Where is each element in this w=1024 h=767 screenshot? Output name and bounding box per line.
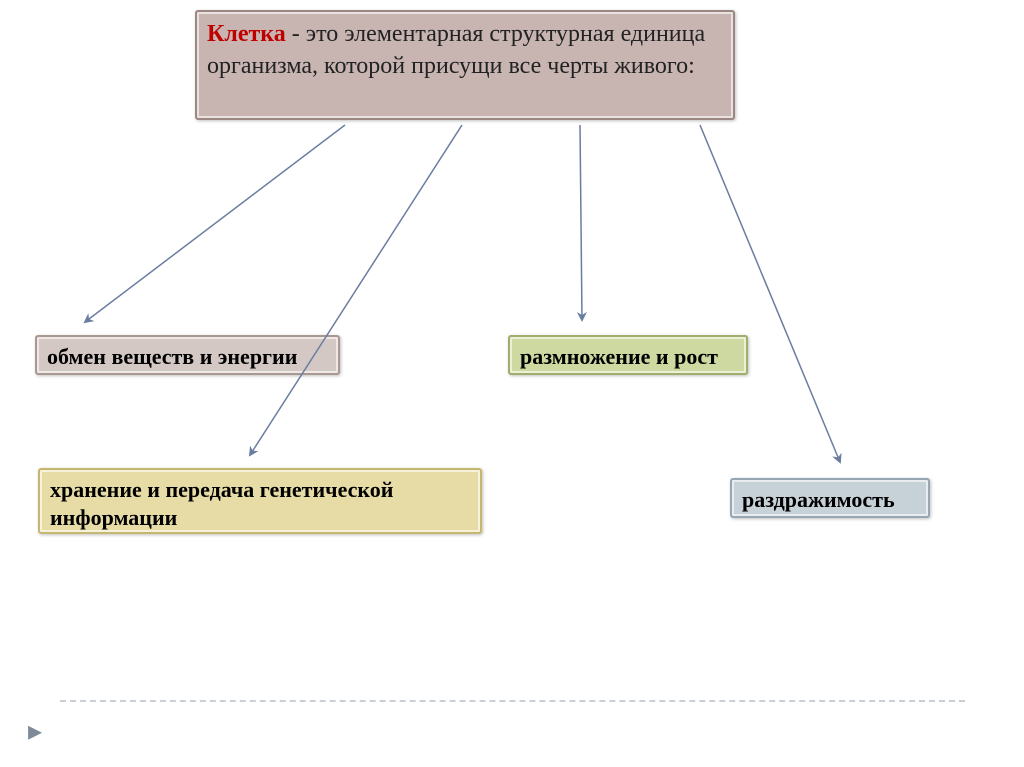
definition-keyword: Клетка bbox=[207, 21, 286, 47]
next-chevron-icon[interactable]: ▸ bbox=[28, 718, 42, 746]
node-reproduction: размножение и рост bbox=[508, 335, 748, 375]
node-label: обмен веществ и энергии bbox=[47, 344, 297, 369]
node-label: раздражимость bbox=[742, 487, 895, 512]
node-genetic: хранение и передача генетической информа… bbox=[38, 468, 482, 534]
node-irritability: раздражимость bbox=[730, 478, 930, 518]
footer-divider bbox=[60, 700, 965, 702]
node-label: размножение и рост bbox=[520, 344, 718, 369]
node-metabolism: обмен веществ и энергии bbox=[35, 335, 340, 375]
node-label: хранение и передача генетической информа… bbox=[50, 477, 393, 530]
definition-box: Клетка - это элементарная структурная ед… bbox=[195, 10, 735, 120]
